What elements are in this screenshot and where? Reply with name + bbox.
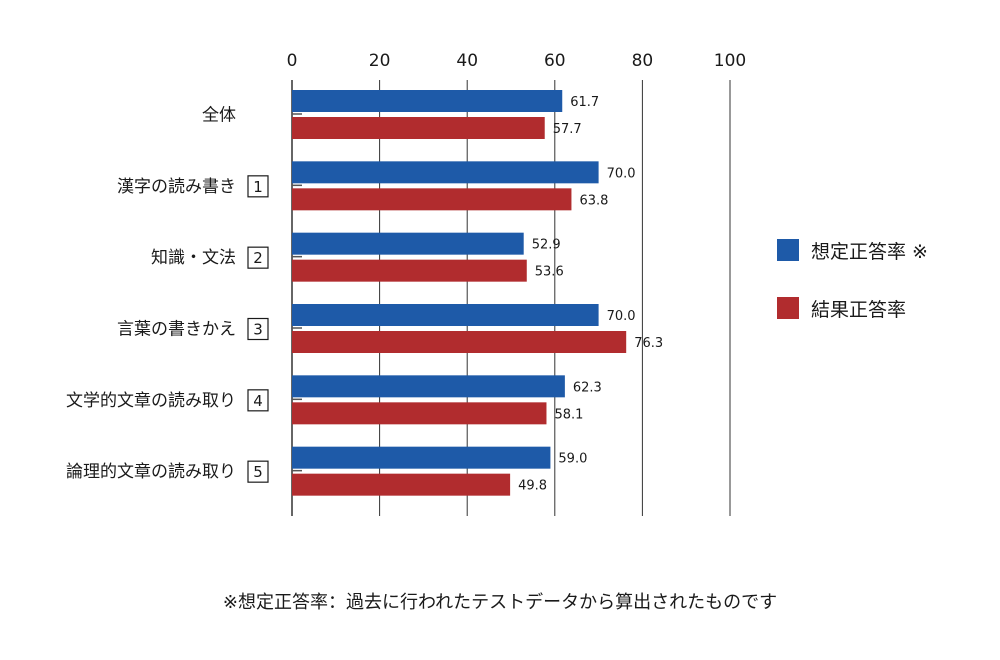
category-label: 漢字の読み書き xyxy=(117,177,236,197)
bar-result xyxy=(292,259,527,282)
data-label: 70.0 xyxy=(607,309,636,324)
category-label: 全体 xyxy=(202,106,236,126)
x-tick-label: 0 xyxy=(287,51,298,71)
category-number-box xyxy=(247,246,269,269)
category-number: 5 xyxy=(253,463,263,481)
x-tick-label: 20 xyxy=(369,51,391,71)
data-label: 52.9 xyxy=(532,238,561,253)
legend: 想定正答率 ※ 結果正答率 xyxy=(777,238,928,354)
category-number: 4 xyxy=(253,392,263,410)
category-number-box xyxy=(247,317,269,341)
legend-label-expected: 想定正答率 ※ xyxy=(811,240,928,263)
x-tick-label: 100 xyxy=(714,51,746,71)
bar-expected xyxy=(292,232,524,255)
footnote: ※想定正答率：過去に行われたテストデータから算出されたものです xyxy=(222,592,778,613)
bar-result xyxy=(292,117,545,139)
x-tick-label: 40 xyxy=(456,51,478,71)
x-tick-label: 80 xyxy=(632,51,654,71)
legend-item-result: 結果正答率 xyxy=(777,296,928,321)
bar-result xyxy=(292,402,547,425)
data-label: 57.7 xyxy=(553,122,582,137)
category-number: 3 xyxy=(253,321,263,339)
category-label: 言葉の書きかえ xyxy=(117,320,236,340)
category-number: 1 xyxy=(253,178,263,196)
bar-result xyxy=(292,188,572,211)
bar-expected xyxy=(292,304,599,326)
legend-swatch-expected xyxy=(777,239,799,261)
data-label: 58.1 xyxy=(554,407,583,422)
data-label: 53.6 xyxy=(535,265,564,280)
data-label: 70.0 xyxy=(607,166,636,181)
category-label: 文学的文章の読み取り xyxy=(66,391,236,411)
data-label: 62.3 xyxy=(573,380,602,395)
legend-item-expected: 想定正答率 ※ xyxy=(777,238,928,263)
category-number-box xyxy=(247,460,269,483)
category-label: 論理的文章の読み取り xyxy=(66,462,236,482)
category-number-box xyxy=(247,389,269,412)
bar-expected xyxy=(292,375,565,398)
bar-expected xyxy=(292,161,599,184)
bar-expected xyxy=(292,446,551,469)
bar-expected xyxy=(292,90,563,112)
data-label: 49.8 xyxy=(518,479,547,494)
data-label: 63.8 xyxy=(579,193,608,208)
category-number: 2 xyxy=(253,249,263,267)
data-label: 61.7 xyxy=(570,95,599,110)
bar-result xyxy=(292,473,511,496)
legend-swatch-result xyxy=(777,297,799,319)
category-number-box xyxy=(247,175,269,198)
legend-label-result: 結果正答率 xyxy=(811,298,907,321)
data-label: 76.3 xyxy=(634,336,663,351)
data-label: 59.0 xyxy=(558,452,587,467)
bar-result xyxy=(292,331,627,353)
x-tick-label: 60 xyxy=(544,51,566,71)
category-label: 知識・文法 xyxy=(151,248,236,268)
